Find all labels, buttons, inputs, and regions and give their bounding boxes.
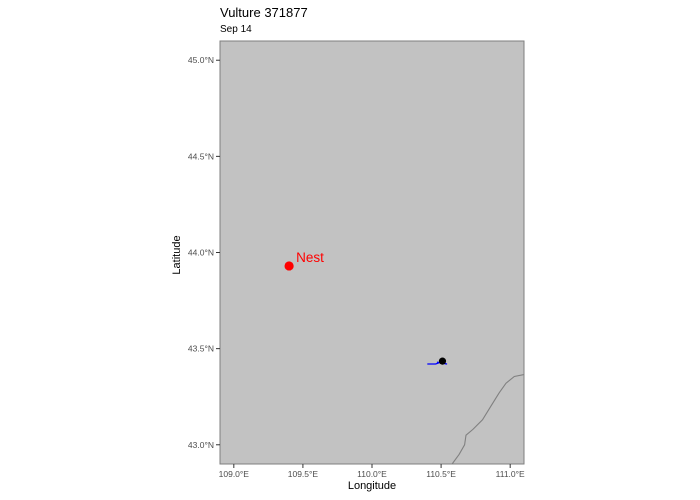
land-area bbox=[220, 41, 524, 464]
x-tick-label: 110.0°E bbox=[357, 469, 387, 479]
x-tick-label: 109.0°E bbox=[219, 469, 250, 479]
y-tick-label: 45.0°N bbox=[188, 55, 214, 65]
current-position-point bbox=[438, 357, 447, 365]
nest-point bbox=[284, 261, 294, 271]
nest-label: Nest bbox=[296, 250, 324, 265]
chart-title: Vulture 371877 bbox=[220, 5, 308, 20]
y-tick-label: 43.0°N bbox=[188, 440, 214, 450]
x-tick-label: 109.5°E bbox=[288, 469, 319, 479]
country-border-line bbox=[451, 374, 524, 464]
chart-subtitle: Sep 14 bbox=[220, 24, 252, 35]
x-tick-label: 111.0°E bbox=[496, 469, 525, 479]
x-tick-label: 110.5°E bbox=[426, 469, 456, 479]
x-axis-title: Longitude bbox=[347, 480, 397, 492]
y-tick-label: 43.5°N bbox=[188, 344, 214, 354]
y-tick-label: 44.0°N bbox=[188, 248, 214, 258]
y-tick-label: 44.5°N bbox=[188, 151, 214, 161]
y-axis-title: Latitude bbox=[171, 235, 183, 275]
